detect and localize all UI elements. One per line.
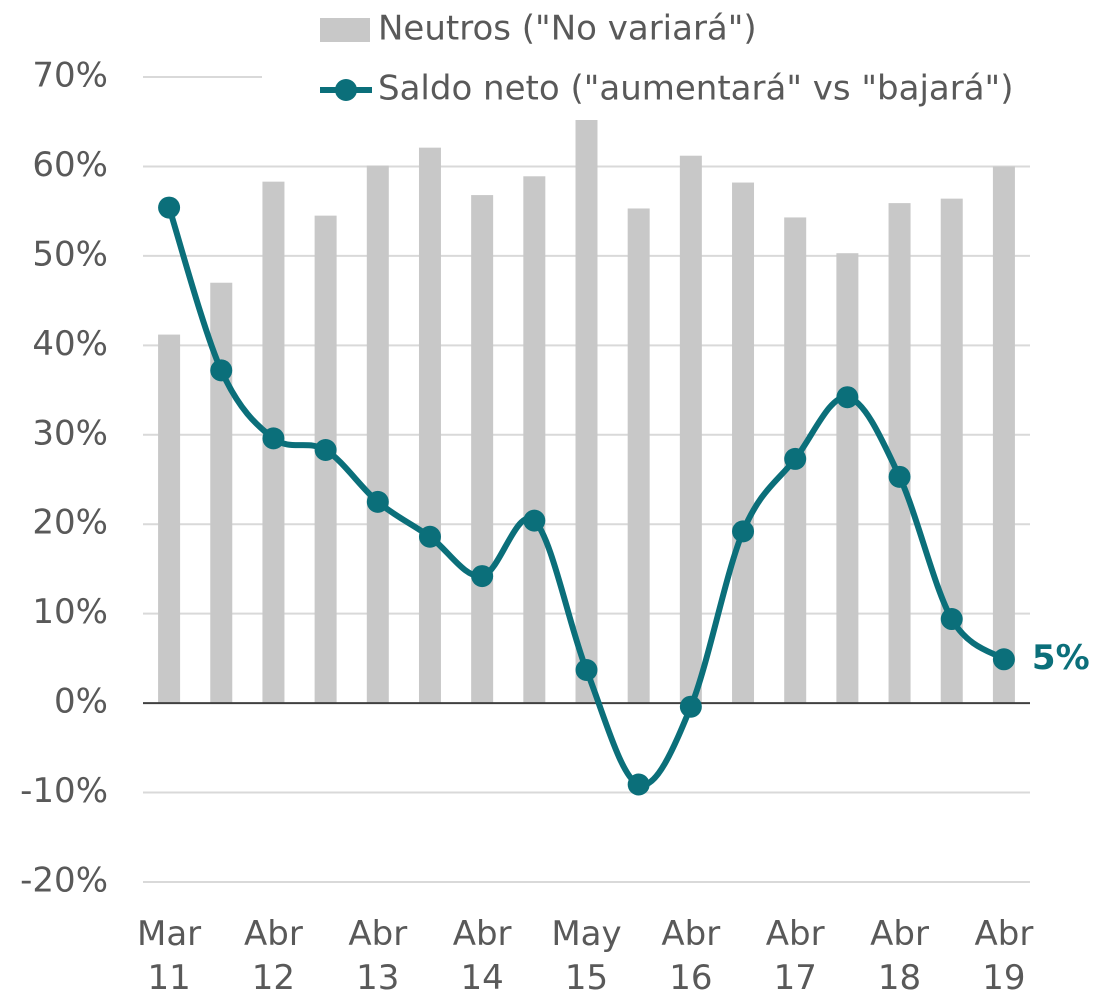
line-point: [210, 359, 233, 382]
bar: [575, 119, 598, 704]
legend-label: Saldo neto ("aumentará" vs "bajará"): [378, 69, 1013, 109]
x-tick-label: Abr 18: [870, 914, 929, 994]
y-tick-label: -20%: [20, 861, 108, 901]
y-tick-label: 50%: [32, 234, 108, 274]
y-tick-label: 10%: [32, 592, 108, 632]
line-point: [575, 659, 598, 682]
bar: [836, 253, 859, 704]
bar: [366, 165, 389, 704]
y-tick-label: 30%: [32, 413, 108, 453]
value-label: 5%: [1032, 638, 1090, 678]
line-point: [940, 608, 963, 631]
line-point: [679, 695, 702, 718]
legend-bg: [262, 0, 1109, 120]
legend-swatch: [335, 79, 357, 101]
line-point: [836, 386, 859, 409]
bar: [523, 176, 546, 704]
line-point: [366, 490, 389, 513]
x-tick-label: Abr 12: [244, 914, 303, 994]
y-tick-label: 0%: [54, 682, 108, 722]
y-tick-label: 70%: [32, 56, 108, 96]
y-tick-label: -10%: [20, 771, 108, 811]
x-tick-label: Abr 13: [348, 914, 408, 994]
legend-swatch: [320, 18, 370, 42]
line-point: [418, 525, 441, 548]
bar: [940, 198, 963, 704]
line-point: [262, 427, 285, 450]
x-tick-label: Abr 17: [765, 914, 825, 994]
line-point: [732, 520, 755, 543]
bar: [992, 166, 1015, 704]
line-point: [523, 509, 546, 532]
y-tick-label: 60%: [32, 145, 108, 185]
bar: [888, 203, 911, 704]
x-tick-label: Abr 19: [974, 914, 1034, 994]
bar: [679, 155, 702, 704]
line-point: [314, 438, 337, 461]
x-tick-label: May 15: [551, 914, 622, 994]
legend-label: Neutros ("No variará"): [378, 9, 757, 49]
x-tick-label: Abr 16: [661, 914, 721, 994]
bar: [158, 334, 181, 704]
bar: [627, 208, 650, 704]
x-tick-label: Abr 14: [452, 914, 512, 994]
bar: [418, 147, 441, 704]
line-point: [627, 773, 650, 796]
y-tick-label: 40%: [32, 324, 108, 364]
line-point: [471, 565, 494, 588]
y-tick-label: 20%: [32, 503, 108, 543]
bar: [471, 195, 494, 704]
line-point: [992, 648, 1015, 671]
bar: [732, 182, 755, 704]
line-point: [158, 196, 181, 219]
line: [166, 206, 1006, 789]
line-point: [784, 447, 807, 470]
line-point: [888, 465, 911, 488]
x-tick-label: Mar 11: [137, 914, 202, 994]
